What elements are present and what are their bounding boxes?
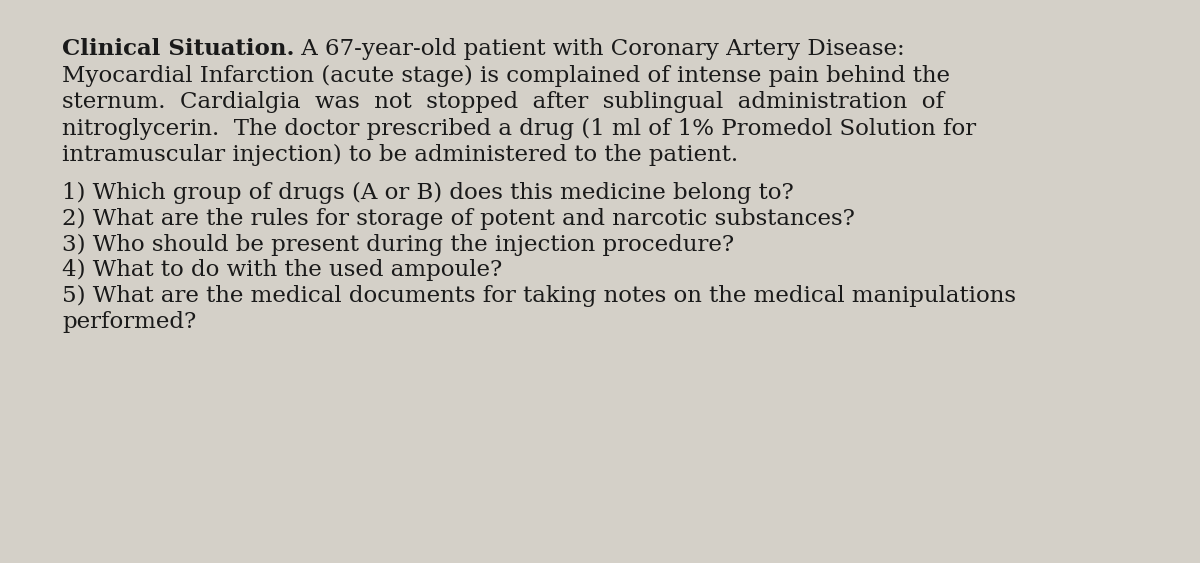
Text: sternum.  Cardialgia  was  not  stopped  after  sublingual  administration  of: sternum. Cardialgia was not stopped afte… [62,91,944,113]
Text: intramuscular injection) to be administered to the patient.: intramuscular injection) to be administe… [62,144,738,166]
Text: 4) What to do with the used ampoule?: 4) What to do with the used ampoule? [62,260,503,282]
Text: nitroglycerin.  The doctor prescribed a drug (1 ml of 1% Promedol Solution for: nitroglycerin. The doctor prescribed a d… [62,118,976,140]
Text: performed?: performed? [62,311,197,333]
Text: Myocardial Infarction (acute stage) is complained of intense pain behind the: Myocardial Infarction (acute stage) is c… [62,65,950,87]
Text: A 67-year-old patient with Coronary Artery Disease:: A 67-year-old patient with Coronary Arte… [294,38,905,60]
Text: 3) Who should be present during the injection procedure?: 3) Who should be present during the inje… [62,234,734,256]
Text: 5) What are the medical documents for taking notes on the medical manipulations: 5) What are the medical documents for ta… [62,285,1016,307]
Text: 1) Which group of drugs (A or B) does this medicine belong to?: 1) Which group of drugs (A or B) does th… [62,182,793,204]
Text: 2) What are the rules for storage of potent and narcotic substances?: 2) What are the rules for storage of pot… [62,208,854,230]
Text: Clinical Situation.: Clinical Situation. [62,38,294,60]
